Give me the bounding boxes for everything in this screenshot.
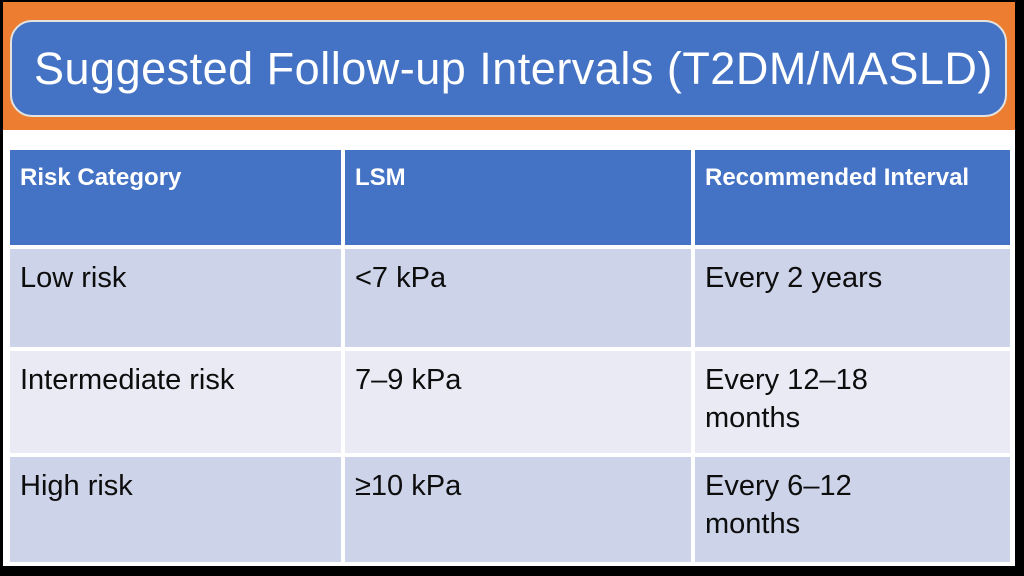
slide-title: Suggested Follow-up Intervals (T2DM/MASL… bbox=[34, 42, 993, 94]
cell-high-risk-interval: Every 6–12 months bbox=[695, 457, 1010, 562]
column-header-lsm: LSM bbox=[345, 150, 691, 245]
cell-high-risk-lsm: ≥10 kPa bbox=[345, 457, 691, 562]
cell-intermediate-risk-category: Intermediate risk bbox=[10, 351, 341, 453]
cell-low-risk-category: Low risk bbox=[10, 249, 341, 347]
title-box: Suggested Follow-up Intervals (T2DM/MASL… bbox=[10, 20, 1007, 117]
cell-low-risk-interval: Every 2 years bbox=[695, 249, 1010, 347]
cell-intermediate-risk-lsm: 7–9 kPa bbox=[345, 351, 691, 453]
cell-low-risk-lsm: <7 kPa bbox=[345, 249, 691, 347]
title-banner: Suggested Follow-up Intervals (T2DM/MASL… bbox=[3, 2, 1015, 130]
cell-high-risk-category: High risk bbox=[10, 457, 341, 562]
cell-intermediate-risk-interval: Every 12–18 months bbox=[695, 351, 1010, 453]
column-header-risk-category: Risk Category bbox=[10, 150, 341, 245]
followup-table: Risk Category LSM Recommended Interval L… bbox=[10, 150, 1010, 562]
column-header-recommended-interval: Recommended Interval bbox=[695, 150, 1010, 245]
